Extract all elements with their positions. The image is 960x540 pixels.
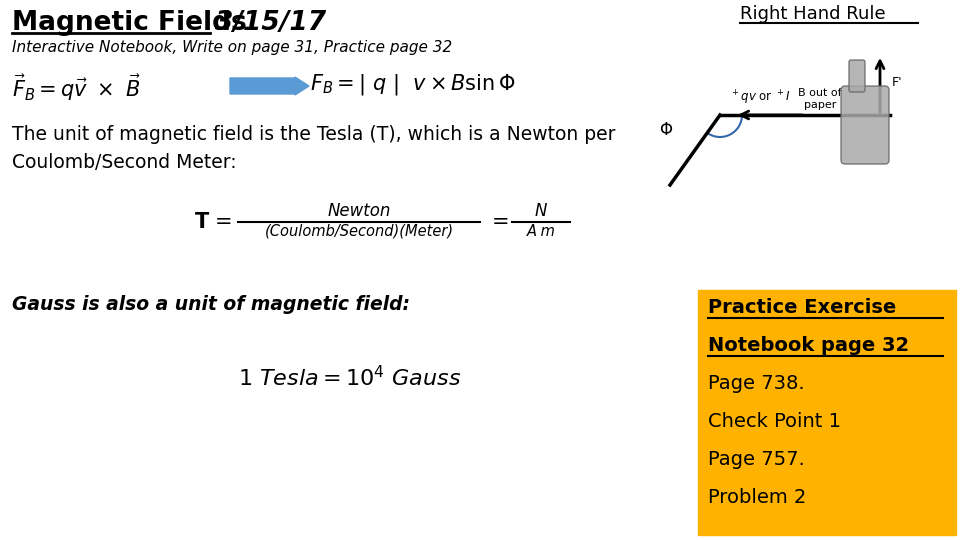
Text: Gauss is also a unit of magnetic field:: Gauss is also a unit of magnetic field: — [12, 295, 410, 314]
Text: (Coulomb/Second)(Meter): (Coulomb/Second)(Meter) — [264, 224, 453, 239]
Text: Page 757.: Page 757. — [708, 450, 804, 469]
Text: $F_B = |\ q\ |\ \ v \times B \sin\Phi$: $F_B = |\ q\ |\ \ v \times B \sin\Phi$ — [310, 72, 516, 97]
Text: =: = — [492, 212, 510, 232]
Text: T: T — [195, 212, 209, 232]
Text: =: = — [215, 212, 232, 232]
Text: 3/15/17: 3/15/17 — [215, 10, 326, 36]
Text: $1\ Tesla = 10^4\ Gauss$: $1\ Tesla = 10^4\ Gauss$ — [238, 365, 462, 390]
FancyBboxPatch shape — [849, 60, 865, 92]
Text: Right Hand Rule: Right Hand Rule — [740, 5, 886, 23]
Text: Practice Exercise: Practice Exercise — [708, 298, 897, 317]
Text: N: N — [535, 202, 547, 220]
FancyArrow shape — [230, 77, 309, 95]
Text: Magnetic Fields: Magnetic Fields — [12, 10, 247, 36]
Text: Interactive Notebook, Write on page 31, Practice page 32: Interactive Notebook, Write on page 31, … — [12, 40, 452, 55]
FancyBboxPatch shape — [698, 290, 956, 535]
Text: Check Point 1: Check Point 1 — [708, 412, 841, 431]
Text: Newton: Newton — [327, 202, 391, 220]
FancyBboxPatch shape — [841, 86, 889, 164]
Text: The unit of magnetic field is the Tesla (T), which is a Newton per
Coulomb/Secon: The unit of magnetic field is the Tesla … — [12, 125, 615, 172]
Text: A m: A m — [527, 224, 556, 239]
Text: Problem 2: Problem 2 — [708, 488, 806, 507]
Text: $\vec{F}_B = q\vec{v}\ \times\ \vec{B}$: $\vec{F}_B = q\vec{v}\ \times\ \vec{B}$ — [12, 72, 141, 103]
Text: $^+qv$ or $^+I$: $^+qv$ or $^+I$ — [730, 89, 790, 107]
Text: Notebook page 32: Notebook page 32 — [708, 336, 909, 355]
Text: B out of
paper: B out of paper — [798, 89, 842, 110]
Text: F': F' — [892, 76, 902, 89]
Text: Φ: Φ — [659, 121, 672, 139]
Text: Page 738.: Page 738. — [708, 374, 804, 393]
